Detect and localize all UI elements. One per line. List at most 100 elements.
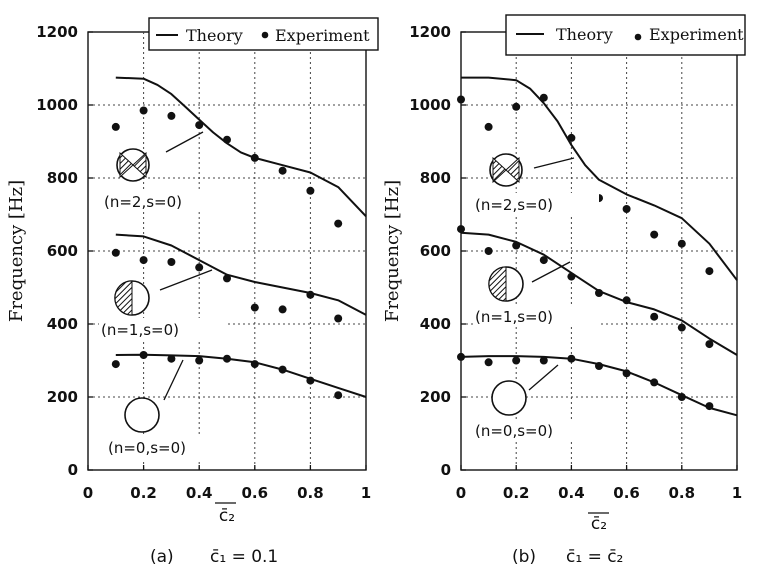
panel-a-experiment-point-n0s0 — [334, 391, 343, 400]
panel-b-experiment-point-n2s0 — [484, 122, 493, 131]
mode-n1-icon — [114, 280, 150, 316]
panel-b-experiment-point-n2s0 — [567, 133, 576, 142]
panel-a-experiment-point-n1s0 — [223, 274, 231, 283]
panel-b-experiment-point-n0s0 — [457, 352, 465, 361]
panel-b-experiment-point-n0s0 — [705, 402, 714, 411]
x-tick-label: 0.8 — [669, 484, 696, 502]
panel-b-xlabel: c̄₂ — [591, 514, 607, 534]
panel-b-experiment-point-n1s0 — [484, 247, 493, 255]
x-tick-label: 0.2 — [503, 484, 530, 502]
panel-a-theory-curve-n0s0 — [115, 353, 367, 398]
panel-b-experiment-point-n1s0 — [539, 256, 548, 265]
panel-b-experiment-point-n2s0 — [512, 102, 521, 111]
legend-theory-label: Theory — [556, 25, 613, 44]
y-tick-label: 800 — [420, 169, 451, 187]
x-tick-label: 0.6 — [613, 484, 640, 502]
panel-a-experiment-point-n0s0 — [306, 376, 315, 385]
y-tick-label: 400 — [420, 315, 451, 333]
panel-b-label: (b) — [512, 547, 536, 567]
legend-theory-label: Theory — [186, 26, 243, 45]
panel-a-yticks: 0 200 400 600 800 1000 1200 — [36, 23, 93, 479]
x-tick-label: 1 — [361, 484, 371, 502]
panel-a-experiment-point-n0s0 — [223, 354, 231, 363]
panel-a-experiment-point-n2s0 — [195, 121, 204, 130]
y-tick-label: 200 — [420, 388, 451, 406]
panel-a-experiment-point-n0s0 — [111, 360, 120, 369]
x-tick-label: 0.6 — [242, 484, 269, 502]
panel-a-xticks: 0 0.2 0.4 0.6 0.8 1 — [83, 465, 371, 502]
y-tick-label: 1000 — [36, 96, 78, 114]
leader-line-n2 — [165, 131, 204, 153]
panel-a-caption: c̄₁ = 0.1 — [210, 547, 278, 567]
panel-a-experiment-point-n1s0 — [306, 290, 315, 299]
panel-a-experiment-point-n1s0 — [250, 303, 259, 312]
panel-a-series — [111, 76, 367, 400]
panel-b-experiment-point-n0s0 — [622, 369, 631, 378]
panel-b-mode-label-n2: (n=2,s=0) — [475, 196, 553, 214]
x-tick-label: 0.2 — [130, 484, 157, 502]
panel-b-experiment-point-n1s0 — [677, 323, 686, 332]
panel-b-experiment-point-n2s0 — [622, 205, 631, 213]
mode-label-bg — [473, 193, 599, 215]
panel-a-experiment-point-n2s0 — [250, 153, 259, 162]
panel-b-series — [457, 76, 738, 417]
leader-line-n1 — [531, 261, 571, 283]
panel-b-experiment-point-n1s0 — [622, 296, 631, 305]
leader-line-n1 — [159, 269, 213, 291]
y-tick-label: 1000 — [409, 96, 451, 114]
mode-label-bg — [473, 419, 599, 441]
panel-b-experiment-point-n1s0 — [457, 225, 465, 234]
mode-label-bg — [106, 437, 232, 459]
y-tick-label: 0 — [68, 461, 78, 479]
panel-b-experiment-point-n2s0 — [650, 230, 659, 239]
panel-b-experiment-point-n2s0 — [457, 95, 465, 104]
panel-a-mode-label-n2: (n=2,s=0) — [104, 193, 182, 211]
panel-b-experiment-point-n0s0 — [512, 356, 521, 365]
leader-line-n0 — [163, 359, 184, 401]
panel-b-experiment-point-n2s0 — [705, 267, 714, 276]
panel-b-ylabel: Frequency [Hz] — [382, 180, 403, 322]
panel-a-experiment-point-n0s0 — [139, 351, 148, 359]
panel-a-experiment-point-n2s0 — [139, 106, 148, 115]
panel-b-experiment-point-n0s0 — [595, 362, 603, 370]
panel-b-experiment-point-n2s0 — [677, 239, 686, 248]
mode-label-bg — [102, 189, 228, 211]
panel-b-experiment-point-n1s0 — [650, 312, 659, 321]
mode-label-bg — [473, 305, 599, 327]
y-tick-label: 200 — [47, 388, 78, 406]
mode-n0-icon — [491, 380, 527, 416]
panel-b-experiment-point-n0s0 — [484, 358, 493, 367]
y-tick-label: 1200 — [409, 23, 451, 41]
panel-a-experiment-point-n2s0 — [278, 166, 287, 175]
y-tick-label: 1200 — [36, 23, 78, 41]
x-tick-label: 1 — [732, 484, 742, 502]
panel-a-experiment-point-n2s0 — [334, 219, 343, 228]
panel-a-experiment-point-n1s0 — [167, 258, 176, 266]
mode-n0-icon — [124, 397, 160, 433]
panel-a-theory-curve-n1s0 — [115, 233, 367, 316]
y-tick-label: 600 — [47, 242, 78, 260]
panel-a-experiment-point-n1s0 — [334, 314, 343, 323]
panel-b-experiment-point-n0s0 — [650, 378, 659, 387]
panel-b-caption: c̄₁ = c̄₂ — [566, 547, 623, 567]
panel-b-experiment-point-n1s0 — [595, 289, 603, 297]
panel-b-legend: Theory Experiment — [505, 14, 746, 56]
x-tick-label: 0.4 — [186, 484, 213, 502]
legend-experiment-label: Experiment — [275, 26, 370, 45]
panel-a-experiment-point-n2s0 — [111, 122, 120, 131]
panel-a-experiment-point-n0s0 — [250, 360, 259, 369]
panel-a-xlabel: c̄₂ — [219, 506, 235, 526]
legend-experiment-marker — [634, 33, 642, 41]
panel-a-mode-label-n1: (n=1,s=0) — [101, 321, 179, 339]
panel-b-experiment-point-n0s0 — [567, 354, 576, 363]
panel-a-label: (a) — [150, 547, 174, 567]
panel-b-experiment-point-n1s0 — [512, 241, 521, 250]
panel-a-legend: Theory Experiment — [148, 17, 379, 51]
panel-a-experiment-point-n1s0 — [278, 305, 287, 314]
panel-a-experiment-point-n1s0 — [139, 256, 148, 265]
x-tick-label: 0.8 — [297, 484, 324, 502]
panel-a-experiment-point-n2s0 — [223, 135, 231, 144]
panel-b-yticks: 0 200 400 600 800 1000 1200 — [409, 23, 466, 479]
y-tick-label: 800 — [47, 169, 78, 187]
